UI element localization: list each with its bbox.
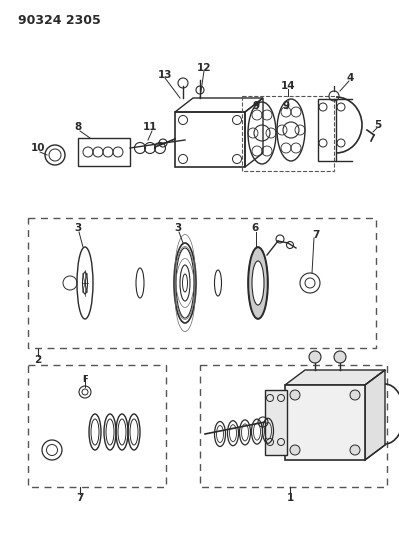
Bar bbox=[265, 390, 287, 455]
Text: 2: 2 bbox=[34, 355, 41, 365]
Text: 5: 5 bbox=[374, 120, 381, 130]
Text: 9: 9 bbox=[282, 101, 290, 111]
Circle shape bbox=[350, 390, 360, 400]
Text: 90324 2305: 90324 2305 bbox=[18, 14, 101, 27]
Text: 3: 3 bbox=[174, 223, 182, 233]
Text: 14: 14 bbox=[280, 81, 295, 91]
Text: 7: 7 bbox=[76, 493, 84, 503]
Circle shape bbox=[350, 445, 360, 455]
Text: 13: 13 bbox=[158, 70, 172, 80]
Text: 10: 10 bbox=[31, 143, 45, 153]
Polygon shape bbox=[365, 370, 385, 460]
Ellipse shape bbox=[252, 261, 264, 305]
Bar bbox=[28, 365, 166, 487]
Text: 11: 11 bbox=[143, 122, 157, 132]
Ellipse shape bbox=[251, 258, 265, 308]
Text: 6: 6 bbox=[251, 223, 259, 233]
Circle shape bbox=[334, 351, 346, 363]
Circle shape bbox=[290, 390, 300, 400]
Text: 8: 8 bbox=[74, 122, 82, 132]
Bar bbox=[78, 138, 130, 166]
Text: 4: 4 bbox=[346, 73, 354, 83]
Text: 3: 3 bbox=[74, 223, 82, 233]
Bar bbox=[242, 96, 334, 171]
Text: 9: 9 bbox=[253, 101, 260, 111]
Text: 1: 1 bbox=[286, 493, 294, 503]
Circle shape bbox=[309, 351, 321, 363]
Polygon shape bbox=[285, 370, 385, 385]
Text: 12: 12 bbox=[197, 63, 211, 73]
Text: F: F bbox=[82, 376, 88, 384]
Bar bbox=[28, 218, 376, 348]
Bar bbox=[175, 112, 245, 167]
Bar bbox=[200, 365, 387, 487]
Bar bbox=[285, 385, 365, 460]
Circle shape bbox=[290, 445, 300, 455]
Ellipse shape bbox=[249, 247, 267, 319]
Text: 7: 7 bbox=[312, 230, 320, 240]
Bar bbox=[318, 99, 336, 161]
